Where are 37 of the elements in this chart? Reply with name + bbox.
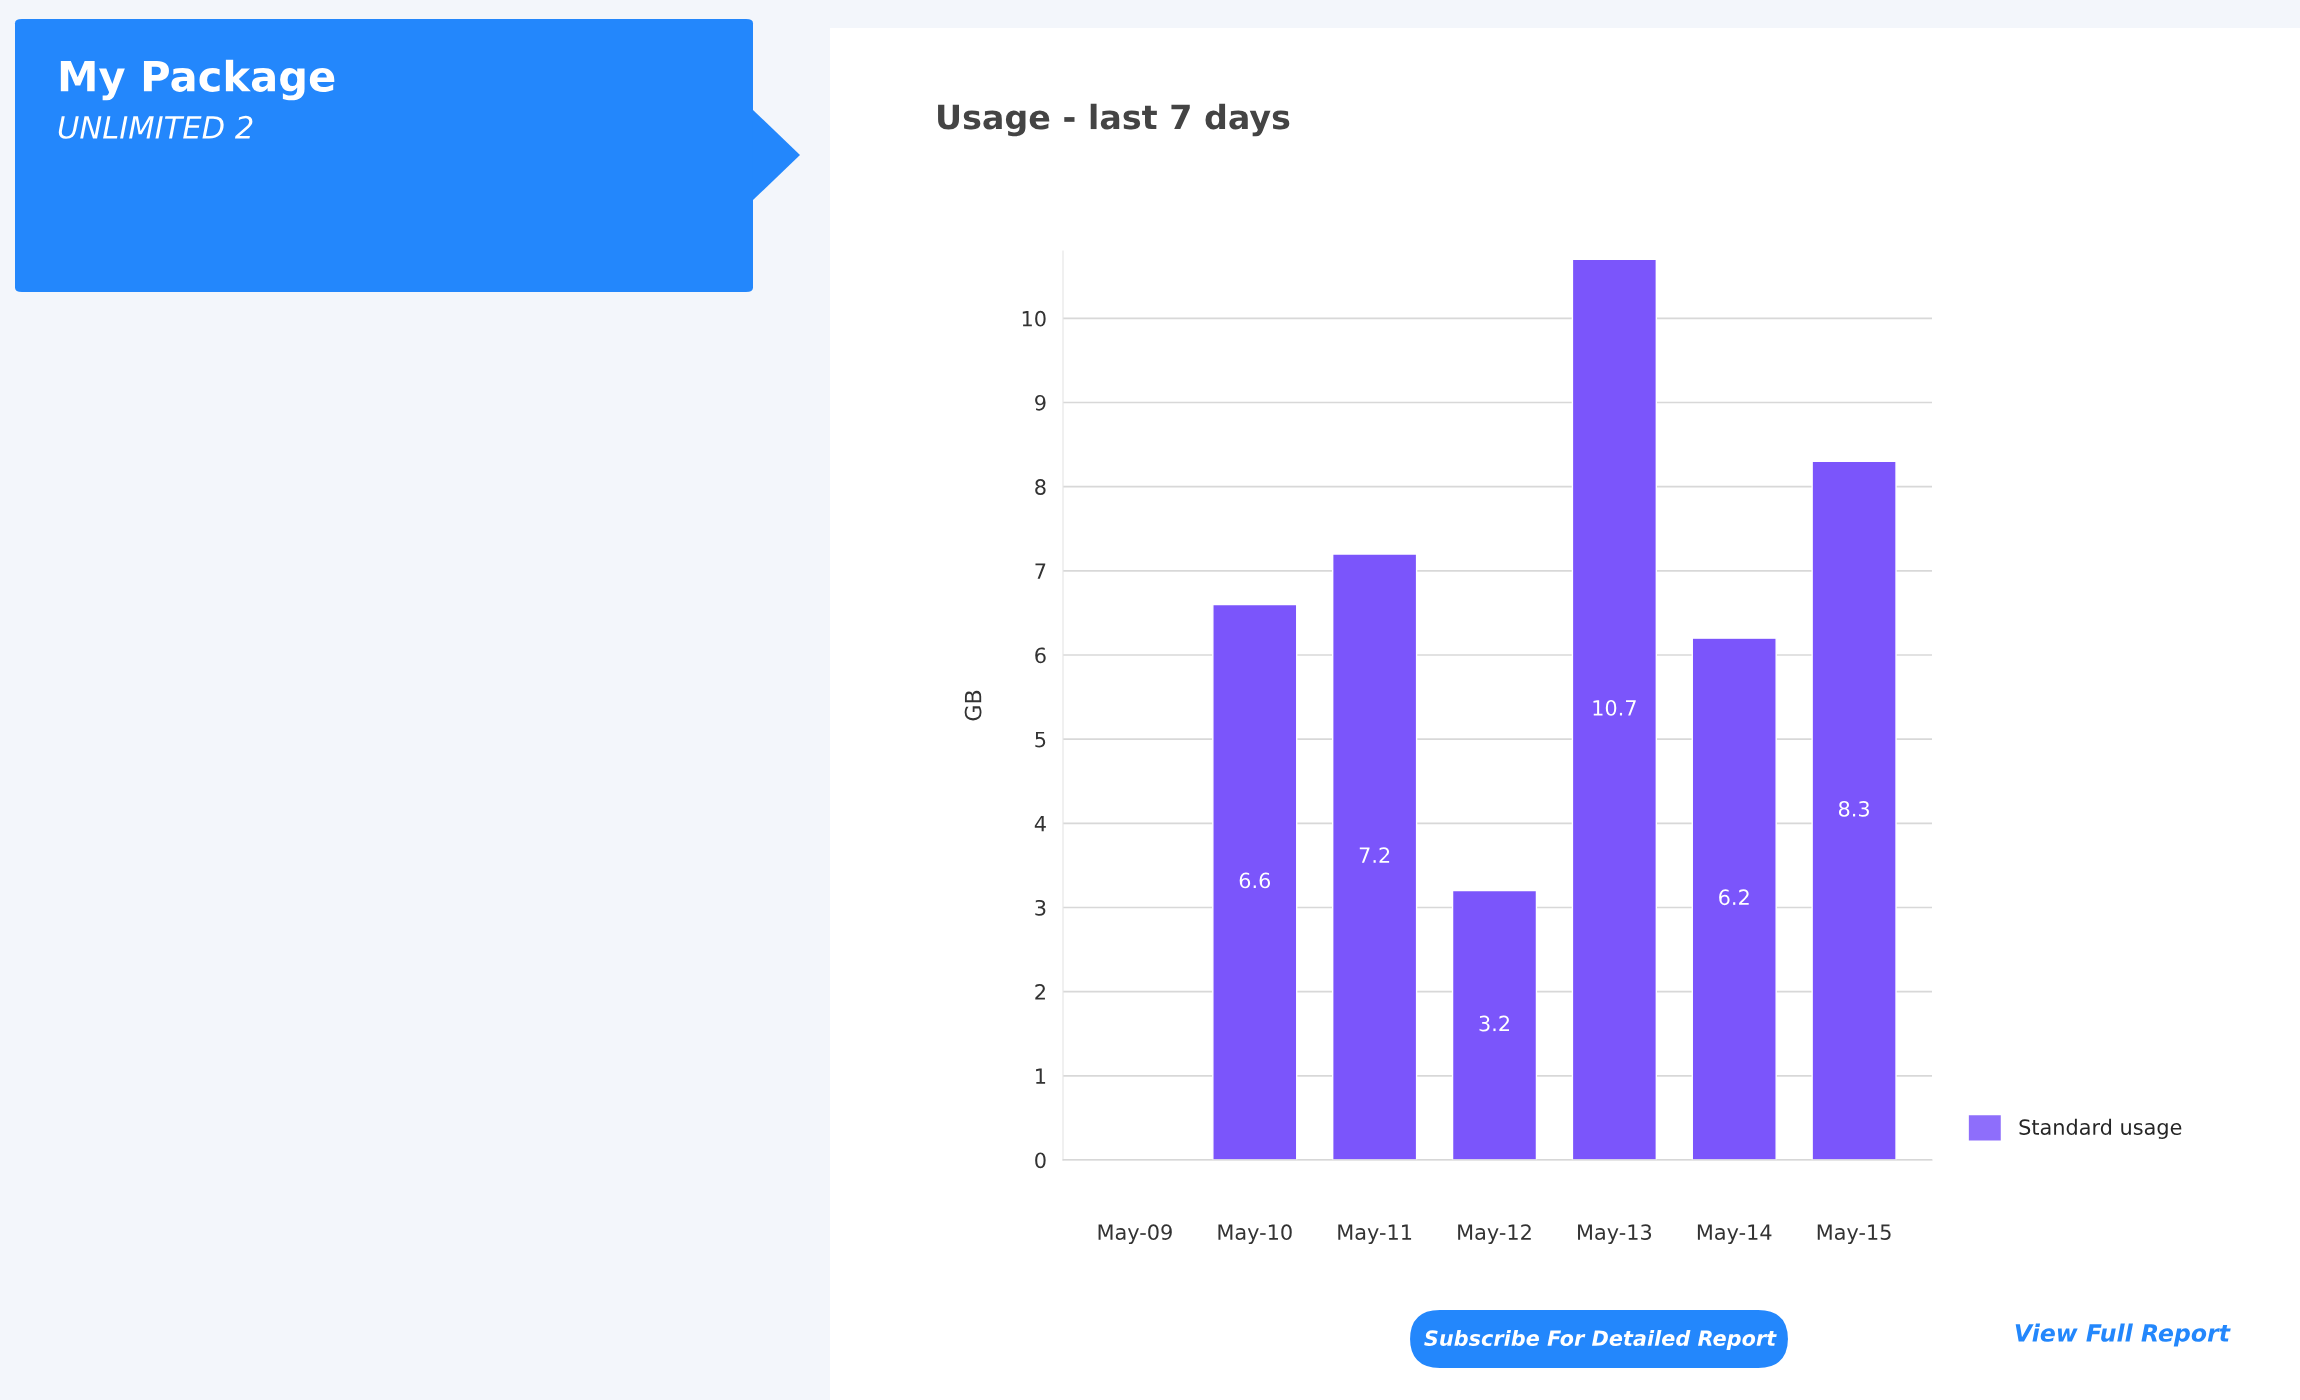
y-tick-label: 7: [1035, 563, 1046, 579]
bar: [1331, 553, 1418, 1160]
y-tick-label: 1: [1036, 1068, 1046, 1084]
legend-label: Standard usage: [2019, 1118, 2182, 1140]
text: Subscribe For Detailed Report: [1424, 1329, 1777, 1351]
x-tick-label: May-15: [1817, 1224, 1891, 1245]
y-tick-label: 4: [1034, 816, 1046, 832]
y-tick-label: 6: [1035, 647, 1046, 664]
x-tick-label: May-13: [1578, 1224, 1652, 1245]
y-tick-label: 3: [1035, 899, 1046, 916]
y-tick-label: 8: [1035, 479, 1046, 495]
chart-title: Usage - last 7 days: [938, 103, 1290, 137]
x-tick-label: May-11: [1338, 1224, 1412, 1245]
bar: [1691, 637, 1777, 1160]
bar: [1212, 603, 1298, 1160]
bar: [1811, 460, 1897, 1160]
x-tick-label: May-14: [1697, 1224, 1772, 1245]
bar: [1451, 889, 1538, 1160]
y-axis-title: GB: [964, 690, 982, 721]
y-tick-label: 5: [1035, 731, 1046, 748]
y-tick-label: 0: [1035, 1152, 1046, 1169]
bar: [1571, 258, 1658, 1160]
y-tick-label: 2: [1035, 984, 1045, 1000]
y-tick-label: 10: [1022, 310, 1046, 327]
data-label: 3.2: [1479, 1015, 1509, 1032]
text: My Package: [60, 59, 335, 101]
text: View Full Report: [2015, 1323, 2231, 1347]
x-tick-label: May-10: [1218, 1224, 1292, 1245]
data-label: 6.2: [1719, 889, 1749, 906]
data-label: 10.7: [1593, 699, 1636, 716]
y-tick-label: 9: [1035, 394, 1046, 411]
data-label: 8.3: [1838, 800, 1869, 817]
text: UNLIMITED 2: [58, 115, 253, 139]
x-tick-label: May-12: [1458, 1224, 1531, 1245]
x-tick-label: May-09: [1098, 1224, 1172, 1245]
data-label: 7.2: [1359, 847, 1390, 863]
data-label: 6.6: [1239, 872, 1271, 889]
